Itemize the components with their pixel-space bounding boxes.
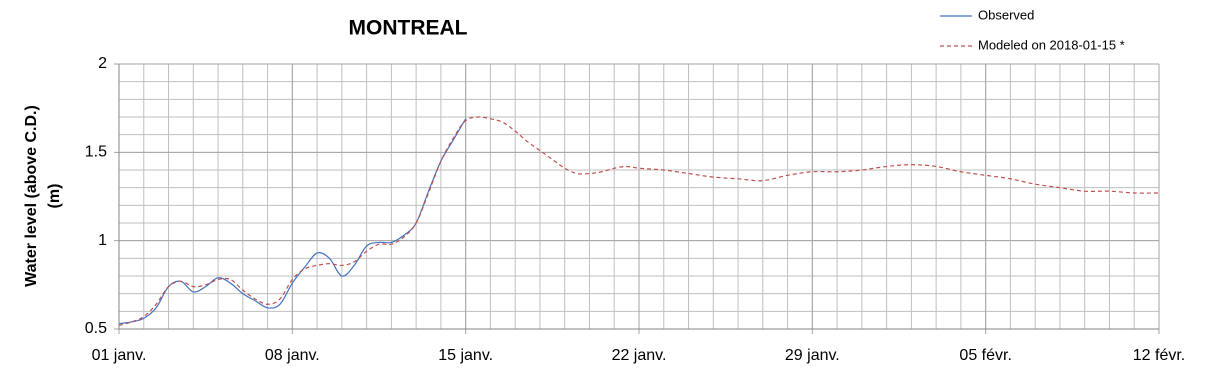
y-tick-label: 1 <box>98 232 107 249</box>
x-tick-label: 01 janv. <box>92 347 147 364</box>
legend-label: Modeled on 2018-01-15 * <box>978 37 1125 52</box>
x-tick-label: 22 janv. <box>612 347 667 364</box>
series-line <box>118 116 1160 327</box>
x-tick-label: 08 janv. <box>265 347 320 364</box>
y-axis-label: (m) <box>46 184 63 209</box>
x-tick-label: 15 janv. <box>438 347 493 364</box>
y-axis-label: Water level (above C.D.) <box>23 105 40 287</box>
y-tick-label: 0.5 <box>85 320 107 337</box>
y-tick-label: 1.5 <box>85 144 107 161</box>
series-line <box>118 118 467 325</box>
x-tick-label: 12 févr. <box>1133 347 1185 364</box>
x-tick-label: 05 févr. <box>959 347 1011 364</box>
y-tick-label: 2 <box>98 55 107 72</box>
legend-label: Observed <box>978 7 1034 22</box>
x-tick-label: 29 janv. <box>785 347 840 364</box>
chart-title: MONTREAL <box>349 17 468 40</box>
